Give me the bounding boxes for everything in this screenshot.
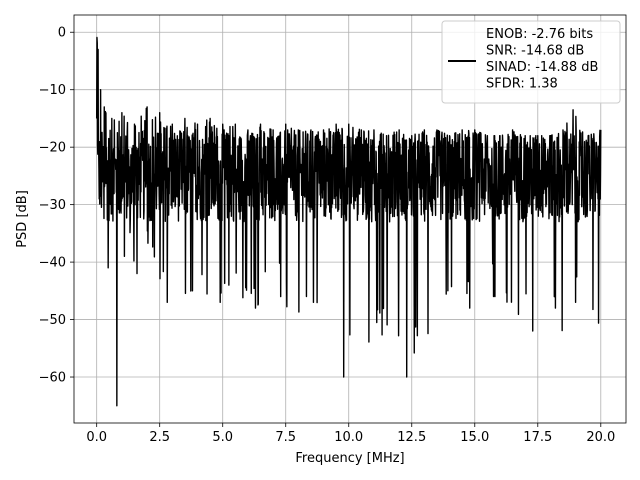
x-tick-label: 5.0 [212, 430, 233, 445]
y-tick-label: 0 [58, 26, 66, 41]
psd-series-line [95, 36, 602, 407]
x-tick-label: 12.5 [397, 430, 426, 445]
legend-entry: SINAD: -14.88 dB [486, 60, 598, 75]
plot-area [95, 36, 602, 407]
legend-entry: SFDR: 1.38 [486, 77, 558, 92]
y-axis-label: PSD [dB] [15, 190, 30, 248]
x-axis: 0.0 2.5 5.0 7.5 10.0 12.5 15.0 17.5 20.0 [86, 423, 615, 445]
x-tick-label: 15.0 [460, 430, 489, 445]
legend-box [441, 20, 621, 104]
y-tick-label: −50 [39, 313, 66, 328]
x-tick-label: 20.0 [586, 430, 615, 445]
y-tick-label: −60 [39, 371, 66, 386]
x-tick-label: 0.0 [86, 430, 107, 445]
plot-frame [73, 14, 627, 424]
legend-entry: SNR: -14.68 dB [486, 44, 584, 59]
x-tick-label: 2.5 [149, 430, 170, 445]
x-axis-label: Frequency [MHz] [295, 451, 404, 466]
y-axis: 0 −10 −20 −30 −40 −50 −60 [39, 26, 74, 386]
legend-entry: ENOB: -2.76 bits [486, 27, 593, 42]
x-tick-label: 17.5 [523, 430, 552, 445]
y-tick-label: −40 [39, 256, 66, 271]
y-tick-label: −10 [39, 83, 66, 98]
y-tick-label: −20 [39, 141, 66, 156]
x-tick-label: 7.5 [275, 430, 296, 445]
x-tick-label: 10.0 [334, 430, 363, 445]
y-tick-label: −30 [39, 198, 66, 213]
